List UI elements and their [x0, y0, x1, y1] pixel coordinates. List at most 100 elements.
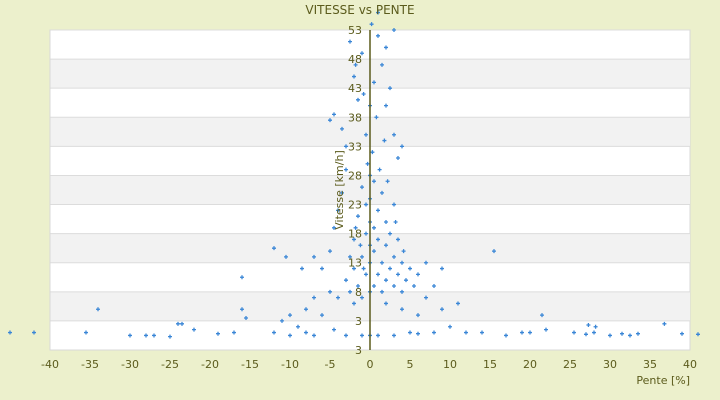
y-tick-label: 53: [348, 24, 362, 37]
y-tick-label: 8: [355, 286, 362, 299]
data-point: [424, 295, 428, 300]
data-point: [432, 284, 436, 288]
data-point: [344, 167, 348, 172]
data-point: [400, 260, 404, 265]
data-point: [392, 202, 396, 207]
x-tick-label: 15: [483, 358, 497, 371]
x-tick-label: -35: [81, 358, 99, 371]
data-point: [180, 321, 184, 326]
x-tick-labels: -40 -35 -30 -25 -20 -15 -10 -5 0 5 10 15 20 25 30 35 40: [41, 358, 697, 371]
x-tick-label: 20: [523, 358, 537, 371]
data-point: [372, 80, 376, 85]
data-point: [392, 254, 396, 259]
data-point: [360, 254, 364, 259]
data-point: [392, 28, 396, 32]
data-point: [216, 331, 220, 336]
data-point: [370, 150, 375, 155]
data-point: [320, 266, 324, 271]
data-point: [312, 254, 316, 259]
data-point: [336, 295, 340, 300]
data-point: [352, 266, 356, 271]
data-point: [388, 266, 392, 271]
data-point: [377, 167, 382, 172]
data-point: [8, 330, 12, 335]
data-point: [284, 254, 288, 259]
y-tick-label: 3: [355, 315, 362, 328]
data-point: [392, 132, 396, 137]
data-point: [456, 301, 460, 306]
data-point: [344, 333, 348, 338]
data-point: [369, 22, 374, 27]
data-point: [696, 332, 700, 337]
data-point: [353, 62, 358, 67]
data-point: [340, 126, 344, 131]
data-point: [586, 322, 591, 327]
data-point: [416, 313, 420, 318]
data-point: [636, 331, 640, 336]
data-point: [272, 246, 276, 251]
data-point: [232, 330, 236, 335]
y-tick-label: 23: [348, 199, 362, 212]
data-point: [352, 74, 356, 79]
data-point: [328, 289, 332, 294]
data-point: [376, 33, 380, 38]
data-point: [372, 284, 376, 288]
data-point: [408, 330, 412, 335]
data-point: [540, 313, 544, 318]
data-point: [348, 39, 352, 44]
data-point: [592, 330, 596, 335]
data-point: [360, 333, 364, 338]
data-point: [32, 330, 36, 335]
data-point: [348, 254, 352, 259]
data-point: [374, 115, 379, 120]
data-point: [364, 132, 368, 137]
x-tick-label: 30: [603, 358, 617, 371]
data-point: [365, 161, 370, 166]
data-point: [388, 86, 392, 91]
y-tick-label: 3: [355, 344, 362, 357]
data-point: [176, 321, 180, 326]
data-point: [572, 330, 576, 335]
data-point: [492, 249, 496, 254]
data-point: [272, 330, 276, 335]
data-point: [396, 237, 400, 242]
y-tick-label: 38: [348, 111, 362, 124]
data-point: [382, 138, 387, 143]
data-point: [424, 260, 428, 265]
data-point: [353, 225, 358, 230]
data-point: [372, 179, 376, 184]
data-point: [376, 272, 380, 277]
data-point: [128, 333, 132, 338]
data-point: [312, 295, 316, 300]
y-tick-label: 43: [348, 82, 362, 95]
data-point: [392, 284, 396, 288]
data-point: [376, 10, 380, 15]
data-point: [304, 307, 308, 312]
data-point: [396, 156, 400, 160]
data-point: [304, 330, 308, 335]
x-tick-label: -25: [161, 358, 179, 371]
y-tick-label: 28: [348, 169, 362, 182]
data-point: [400, 307, 404, 312]
data-point: [376, 333, 380, 338]
data-point: [384, 103, 388, 108]
data-point: [528, 330, 532, 335]
data-point: [84, 330, 88, 335]
data-point: [344, 278, 348, 283]
data-point: [400, 289, 404, 294]
y-axis-label: Vitesse [km/h]: [333, 150, 346, 230]
data-point: [244, 316, 248, 320]
data-point: [520, 330, 524, 335]
data-point: [96, 307, 100, 312]
data-point: [388, 231, 392, 236]
data-point: [380, 190, 384, 195]
x-tick-label: 10: [443, 358, 457, 371]
data-point: [360, 51, 364, 56]
data-point: [332, 112, 336, 117]
data-point: [320, 313, 324, 318]
data-point: [380, 62, 384, 67]
x-axis-label: Pente [%]: [636, 374, 690, 387]
data-point: [404, 278, 408, 283]
data-point: [412, 284, 416, 288]
